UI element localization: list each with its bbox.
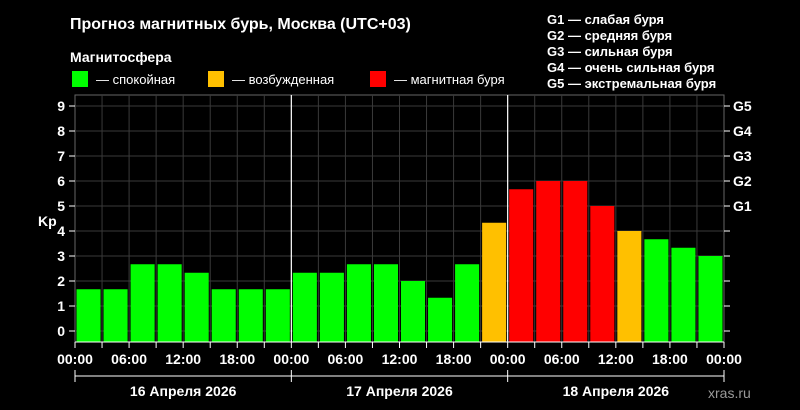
x-tick-label: 18:00	[219, 351, 255, 367]
legend-label-quiet: — спокойная	[96, 72, 175, 87]
legend-title: Магнитосфера	[70, 49, 172, 65]
kp-bar	[590, 206, 615, 342]
y-tick-label: 3	[57, 248, 65, 264]
x-tick-label: 06:00	[544, 351, 580, 367]
g-level-label: G3	[733, 148, 752, 164]
g-scale-legend: G1 — слабая буря G2 — средняя буря G3 — …	[547, 12, 716, 91]
x-tick-label: 00:00	[490, 351, 526, 367]
y-tick-label: 1	[57, 298, 65, 314]
legend-swatch-active	[208, 71, 224, 87]
y-tick-label: 4	[57, 223, 65, 239]
day-label: 16 Апреля 2026	[130, 383, 237, 399]
g-scale-g4: G4 — очень сильная буря	[547, 60, 714, 75]
g-scale-g1: G1 — слабая буря	[547, 12, 664, 27]
kp-bar	[319, 272, 344, 342]
y-axis-label: Kp	[38, 213, 57, 229]
kp-bar	[482, 222, 507, 342]
x-tick-label: 18:00	[652, 351, 688, 367]
kp-bar	[698, 256, 723, 342]
kp-bar	[238, 289, 263, 342]
kp-bar	[617, 231, 642, 342]
g-scale-g2: G2 — средняя буря	[547, 28, 672, 43]
g-scale-g5: G5 — экстремальная буря	[547, 76, 716, 91]
kp-bar	[76, 289, 101, 342]
x-tick-label: 00:00	[57, 351, 93, 367]
y-tick-label: 9	[57, 98, 65, 114]
day-label: 18 Апреля 2026	[563, 383, 670, 399]
kp-bar	[536, 181, 561, 342]
x-tick-label: 00:00	[273, 351, 309, 367]
x-tick-label: 00:00	[706, 351, 742, 367]
chart-title: Прогноз магнитных бурь, Москва (UTC+03)	[70, 16, 411, 33]
x-tick-label: 12:00	[598, 351, 634, 367]
y-tick-label: 0	[57, 323, 65, 339]
kp-bar	[644, 239, 669, 342]
kp-bar	[157, 264, 182, 342]
g-scale-g3: G3 — сильная буря	[547, 44, 673, 59]
kp-bar	[265, 289, 290, 342]
kp-bar	[509, 189, 534, 342]
legend-label-active: — возбужденная	[232, 72, 334, 87]
x-tick-label: 06:00	[111, 351, 147, 367]
kp-bar	[401, 281, 426, 342]
credit-text: xras.ru	[708, 385, 751, 401]
legend-swatch-quiet	[72, 71, 88, 87]
kp-bar	[563, 181, 588, 342]
kp-bar	[346, 264, 371, 342]
kp-bar	[671, 247, 696, 342]
x-tick-label: 12:00	[382, 351, 418, 367]
legend-label-storm: — магнитная буря	[394, 72, 505, 87]
g-level-label: G5	[733, 98, 752, 114]
g-level-label: G2	[733, 173, 752, 189]
legend-swatch-storm	[370, 71, 386, 87]
y-tick-label: 8	[57, 123, 65, 139]
kp-bar	[130, 264, 155, 342]
g-level-label: G1	[733, 198, 752, 214]
kp-bar	[455, 264, 480, 342]
y-tick-label: 7	[57, 148, 65, 164]
y-tick-label: 5	[57, 198, 65, 214]
x-tick-label: 06:00	[328, 351, 364, 367]
g-level-label: G4	[733, 123, 752, 139]
day-label: 17 Апреля 2026	[346, 383, 453, 399]
kp-bar	[103, 289, 128, 342]
x-tick-label: 18:00	[436, 351, 472, 367]
y-tick-label: 6	[57, 173, 65, 189]
kp-bar	[184, 272, 209, 342]
kp-bar	[211, 289, 236, 342]
kp-bar	[428, 297, 453, 342]
y-tick-label: 2	[57, 273, 65, 289]
plot-area: 0 1 2 3 4 5 6 7 8 9 G1 G2 G3 G4 G5 00:00 06:00 12:00 18:00…	[57, 94, 752, 399]
kp-bar	[292, 272, 317, 342]
x-tick-label: 12:00	[165, 351, 201, 367]
kp-bar	[373, 264, 398, 342]
legend: — спокойная — возбужденная — магнитная б…	[72, 71, 505, 87]
